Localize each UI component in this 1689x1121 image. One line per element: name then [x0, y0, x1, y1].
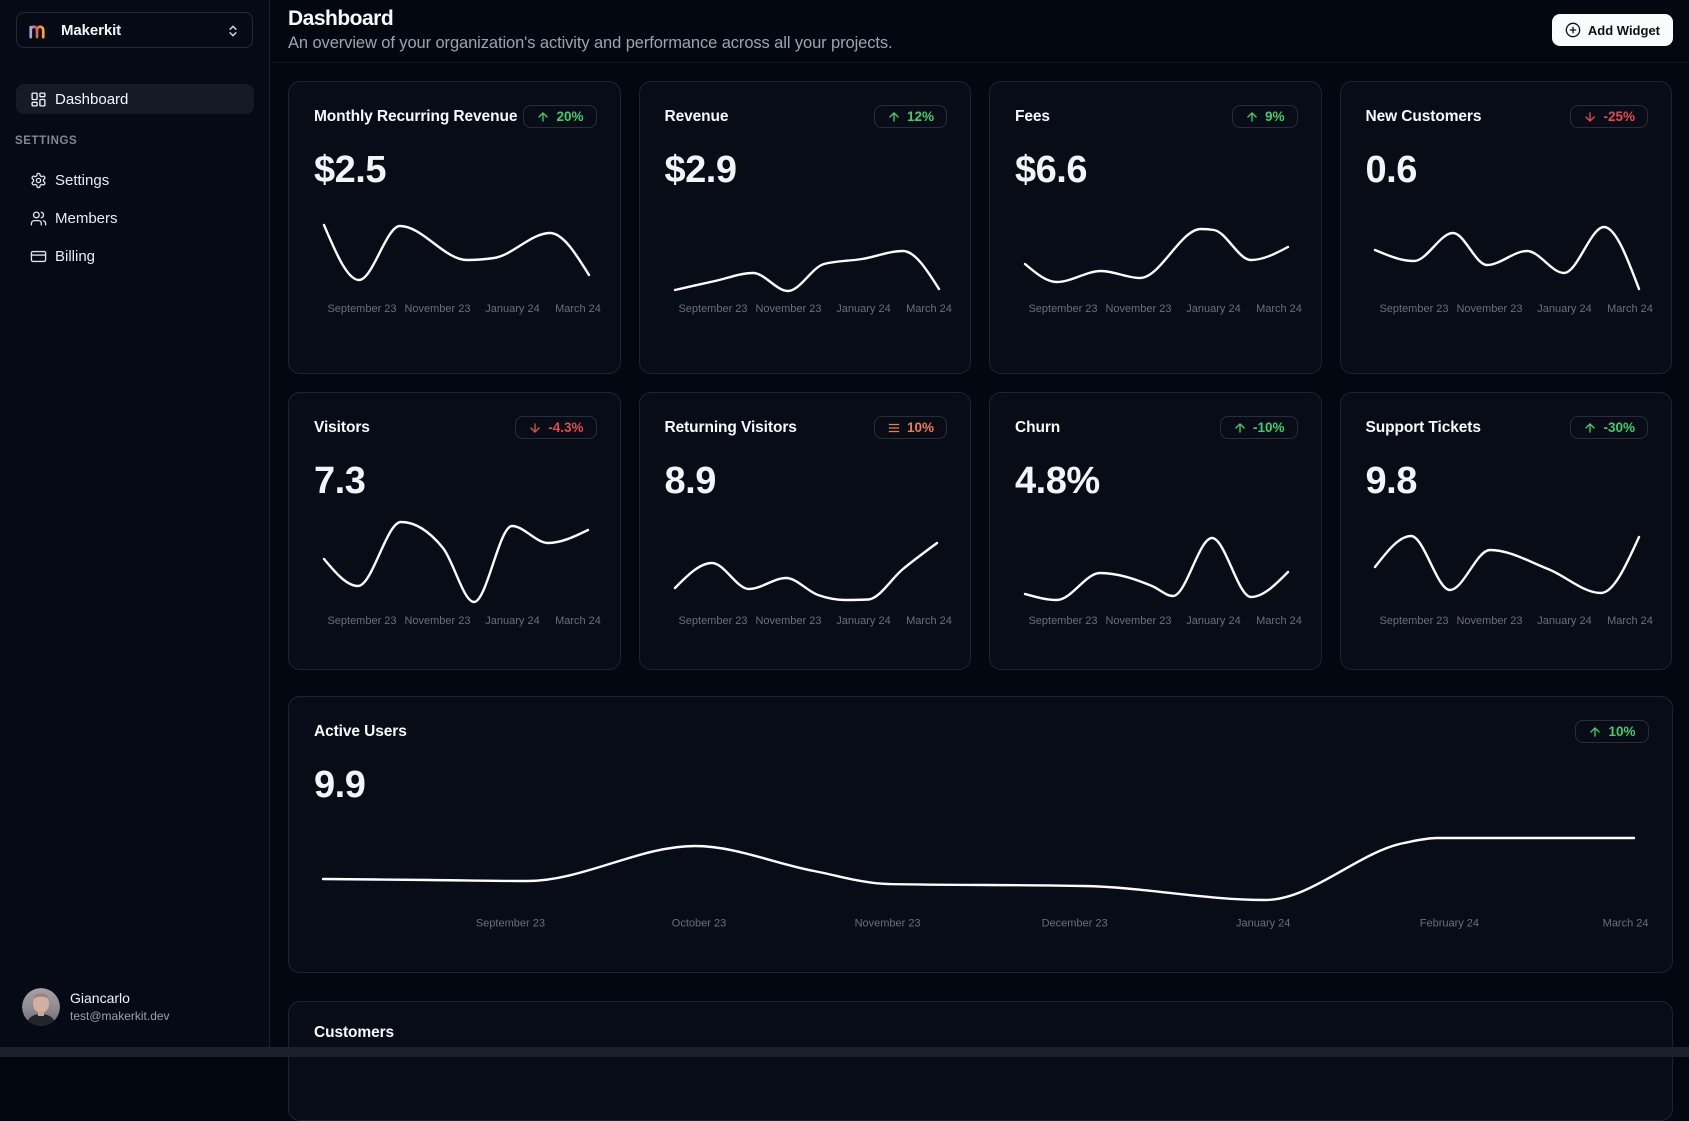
svg-text:November 23: November 23: [755, 615, 821, 627]
svg-text:March 24: March 24: [906, 303, 952, 315]
svg-text:January 24: January 24: [1537, 615, 1591, 627]
svg-text:September 23: September 23: [1028, 615, 1097, 627]
svg-text:March 24: March 24: [1607, 615, 1653, 627]
svg-text:September 23: September 23: [678, 303, 747, 315]
svg-text:March 24: March 24: [1256, 615, 1302, 627]
svg-text:November 23: November 23: [755, 303, 821, 315]
svg-text:September 23: September 23: [327, 303, 396, 315]
svg-text:March 24: March 24: [555, 615, 601, 627]
svg-text:September 23: September 23: [1028, 303, 1097, 315]
svg-text:November 23: November 23: [1456, 615, 1522, 627]
svg-text:September 23: September 23: [1379, 303, 1448, 315]
svg-text:December 23: December 23: [1042, 918, 1108, 930]
svg-text:March 24: March 24: [1256, 303, 1302, 315]
svg-text:September 23: September 23: [327, 615, 396, 627]
svg-text:January 24: January 24: [485, 615, 539, 627]
svg-text:January 24: January 24: [1236, 918, 1290, 930]
svg-text:January 24: January 24: [836, 615, 890, 627]
svg-text:November 23: November 23: [1105, 615, 1171, 627]
svg-text:November 23: November 23: [1105, 303, 1171, 315]
svg-text:September 23: September 23: [1379, 615, 1448, 627]
svg-text:January 24: January 24: [1186, 615, 1240, 627]
svg-text:November 23: November 23: [1456, 303, 1522, 315]
svg-text:January 24: January 24: [1186, 303, 1240, 315]
svg-text:November 23: November 23: [404, 303, 470, 315]
svg-text:January 24: January 24: [485, 303, 539, 315]
svg-text:March 24: March 24: [555, 303, 601, 315]
svg-text:November 23: November 23: [404, 615, 470, 627]
svg-text:November 23: November 23: [855, 918, 921, 930]
svg-text:March 24: March 24: [906, 615, 952, 627]
svg-text:March 24: March 24: [1603, 918, 1649, 930]
svg-text:October 23: October 23: [672, 918, 726, 930]
svg-text:September 23: September 23: [476, 918, 545, 930]
svg-text:January 24: January 24: [1537, 303, 1591, 315]
svg-text:February 24: February 24: [1420, 918, 1479, 930]
svg-text:January 24: January 24: [836, 303, 890, 315]
svg-text:September 23: September 23: [678, 615, 747, 627]
svg-text:March 24: March 24: [1607, 303, 1653, 315]
